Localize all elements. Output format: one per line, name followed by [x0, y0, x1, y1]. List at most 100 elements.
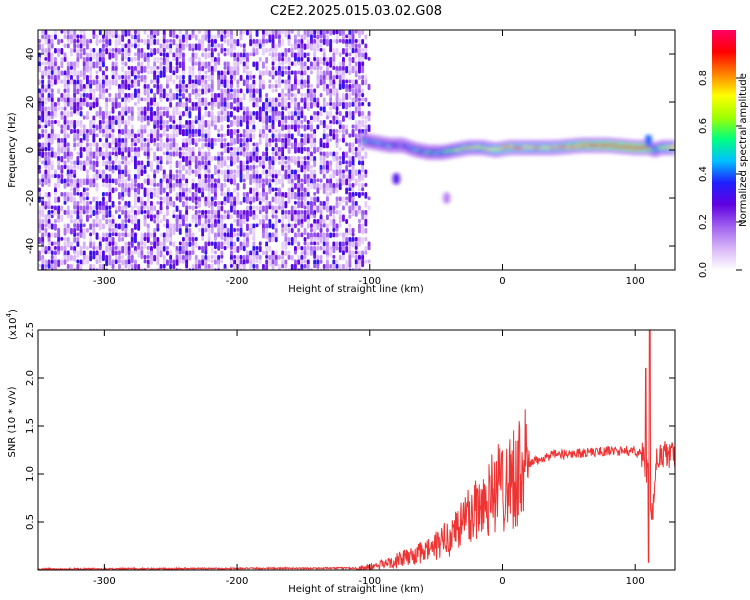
heatmap-cell — [124, 61, 128, 67]
heatmap-cell — [60, 192, 64, 197]
heatmap-cell — [137, 39, 141, 43]
heatmap-cell — [98, 237, 102, 243]
heatmap-cell — [143, 52, 147, 58]
heatmap-cell — [38, 97, 41, 102]
heatmap-cell — [230, 169, 233, 175]
heatmap-cell — [98, 250, 102, 256]
heatmap-cell — [306, 79, 310, 85]
heatmap-cell — [159, 187, 163, 195]
heatmap-cell — [310, 70, 313, 75]
heatmap-cell — [118, 133, 121, 139]
heatmap-cell — [50, 61, 54, 68]
heatmap-cell — [121, 75, 125, 80]
heatmap-cell — [73, 160, 77, 165]
heatmap-cell — [162, 196, 166, 204]
heatmap-cell — [271, 138, 275, 143]
heatmap-cell — [348, 52, 352, 57]
heatmap-cell — [300, 111, 304, 119]
heatmap-cell — [185, 268, 189, 270]
heatmap-cell — [41, 93, 45, 98]
heatmap-cell — [140, 115, 144, 123]
heatmap-cell — [252, 174, 256, 180]
heatmap-cell — [348, 115, 352, 120]
heatmap-cell — [118, 232, 121, 238]
heatmap-cell — [358, 178, 361, 183]
heatmap-cell — [89, 93, 93, 100]
heatmap-cell — [169, 43, 173, 50]
heatmap-cell — [322, 169, 326, 176]
heatmap-cell — [54, 210, 57, 216]
heatmap-cell — [191, 241, 195, 246]
heatmap-cell — [198, 210, 201, 214]
heatmap-cell — [156, 246, 160, 251]
heatmap-cell — [217, 133, 221, 138]
heatmap-cell — [194, 201, 198, 205]
heatmap-cell — [63, 178, 67, 185]
heatmap-cell — [47, 106, 51, 111]
heatmap-cell — [255, 246, 259, 251]
heatmap-cell — [60, 30, 64, 34]
heatmap-cell — [278, 39, 281, 45]
heatmap-cell — [287, 102, 291, 109]
heatmap-cell — [246, 129, 249, 135]
heatmap-cell — [79, 79, 83, 85]
heatmap-cell — [226, 115, 230, 123]
heatmap-cell — [63, 228, 67, 236]
heatmap-cell — [281, 57, 285, 62]
heatmap-cell — [207, 111, 211, 118]
heatmap-cell — [182, 237, 185, 242]
heatmap-cell — [214, 237, 217, 241]
heatmap-cell — [153, 205, 157, 212]
heatmap-cell — [345, 124, 349, 130]
heatmap-cell — [354, 30, 358, 34]
heatmap-cell — [313, 264, 317, 269]
heatmap-cell — [41, 246, 45, 254]
heatmap-cell — [281, 106, 285, 111]
heatmap-cell — [268, 187, 272, 195]
heatmap-cell — [274, 57, 278, 62]
heatmap-cell — [258, 174, 262, 179]
heatmap-cell — [252, 129, 256, 133]
heatmap-cell — [306, 138, 310, 144]
heatmap-cell — [220, 259, 224, 264]
heatmap-cell — [194, 43, 198, 51]
heatmap-cell — [287, 237, 291, 242]
heatmap-cell — [92, 246, 96, 250]
heatmap-cell — [98, 88, 102, 93]
heatmap-cell — [351, 43, 355, 49]
heatmap-cell — [230, 84, 233, 89]
heatmap-cell — [143, 111, 147, 117]
heatmap-cell — [271, 264, 275, 270]
heatmap-cell — [105, 151, 109, 159]
heatmap-cell — [172, 241, 176, 248]
heatmap-cell — [121, 223, 125, 232]
heatmap-cell — [54, 205, 57, 212]
heatmap-cell — [258, 43, 262, 49]
heatmap-cell — [54, 196, 57, 204]
heatmap-cell — [306, 201, 310, 206]
heatmap-cell — [76, 264, 80, 270]
heatmap-cell — [140, 147, 144, 151]
heatmap-cell — [102, 183, 105, 188]
heatmap-cell — [329, 48, 333, 53]
heatmap-cell — [281, 201, 285, 207]
heatmap-cell — [153, 39, 157, 45]
heatmap-cell — [76, 61, 80, 68]
heatmap-cell — [70, 174, 73, 178]
heatmap-cell — [50, 97, 54, 103]
heatmap-cell — [86, 66, 89, 73]
heatmap-cell — [89, 48, 93, 53]
heatmap-cell — [220, 75, 224, 81]
heatmap-cell — [236, 174, 240, 178]
heatmap-cell — [198, 201, 201, 209]
heatmap-cell — [76, 205, 80, 211]
heatmap-cell — [367, 57, 371, 61]
heatmap-cell — [361, 250, 365, 256]
heatmap-cell — [82, 210, 86, 215]
heatmap-cell — [175, 268, 179, 270]
heatmap-cell — [38, 93, 41, 99]
heatmap-cell — [143, 165, 147, 170]
heatmap-cell — [169, 223, 173, 230]
heatmap-cell — [175, 196, 179, 201]
heatmap-cell — [175, 34, 179, 39]
